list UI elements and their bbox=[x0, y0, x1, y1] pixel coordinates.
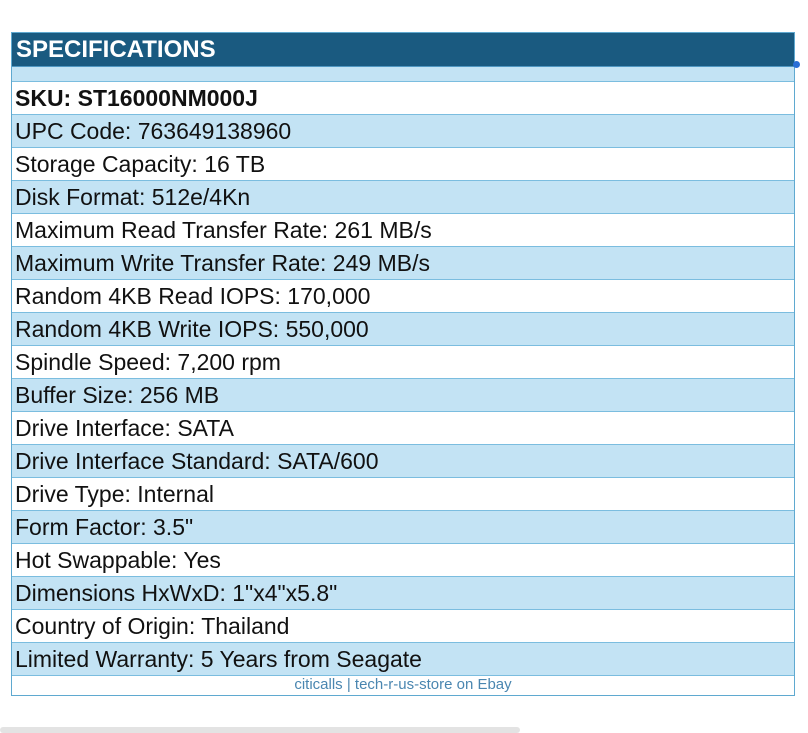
spacer-row bbox=[12, 67, 794, 82]
spec-row-drive-interface: Drive Interface: SATA bbox=[12, 412, 794, 445]
spec-row-max-write-rate: Maximum Write Transfer Rate: 249 MB/s bbox=[12, 247, 794, 280]
spec-row-disk-format: Disk Format: 512e/4Kn bbox=[12, 181, 794, 214]
spec-row-buffer-size: Buffer Size: 256 MB bbox=[12, 379, 794, 412]
spec-row-limited-warranty: Limited Warranty: 5 Years from Seagate bbox=[12, 643, 794, 676]
spec-row-max-read-rate: Maximum Read Transfer Rate: 261 MB/s bbox=[12, 214, 794, 247]
spec-row-drive-interface-standard: Drive Interface Standard: SATA/600 bbox=[12, 445, 794, 478]
spec-row-drive-type: Drive Type: Internal bbox=[12, 478, 794, 511]
spec-row-sku: SKU: ST16000NM000J bbox=[12, 82, 794, 115]
specifications-header: SPECIFICATIONS bbox=[12, 33, 800, 68]
spec-row-spindle-speed: Spindle Speed: 7,200 rpm bbox=[12, 346, 794, 379]
specifications-table: SPECIFICATIONS SKU: ST16000NM000J UPC Co… bbox=[11, 32, 800, 696]
spec-row-form-factor: Form Factor: 3.5" bbox=[12, 511, 794, 544]
spec-row-upc-code: UPC Code: 763649138960 bbox=[12, 115, 794, 148]
spec-row-random-write-iops: Random 4KB Write IOPS: 550,000 bbox=[12, 313, 794, 346]
specifications-title: SPECIFICATIONS bbox=[16, 36, 216, 63]
footer-credit: citicalls | tech-r-us-store on Ebay bbox=[12, 676, 794, 695]
spec-row-dimensions: Dimensions HxWxD: 1"x4"x5.8" bbox=[12, 577, 794, 610]
resize-handle-icon[interactable] bbox=[793, 61, 800, 68]
spec-row-hot-swappable: Hot Swappable: Yes bbox=[12, 544, 794, 577]
spec-row-storage-capacity: Storage Capacity: 16 TB bbox=[12, 148, 794, 181]
spec-row-country-of-origin: Country of Origin: Thailand bbox=[12, 610, 794, 643]
horizontal-scrollbar[interactable] bbox=[0, 727, 520, 733]
spec-row-random-read-iops: Random 4KB Read IOPS: 170,000 bbox=[12, 280, 794, 313]
